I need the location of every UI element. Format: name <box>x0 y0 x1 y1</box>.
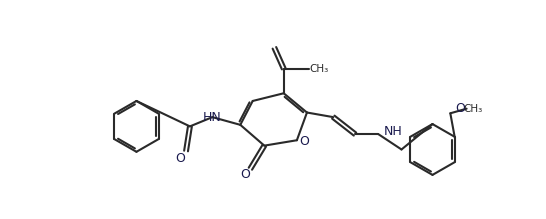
Text: O: O <box>240 168 250 181</box>
Text: O: O <box>300 135 310 148</box>
Text: CH₃: CH₃ <box>463 104 483 114</box>
Text: O: O <box>175 152 185 165</box>
Text: CH₃: CH₃ <box>310 64 329 74</box>
Text: O: O <box>455 102 465 115</box>
Text: HN: HN <box>203 111 222 124</box>
Text: NH: NH <box>384 125 402 138</box>
